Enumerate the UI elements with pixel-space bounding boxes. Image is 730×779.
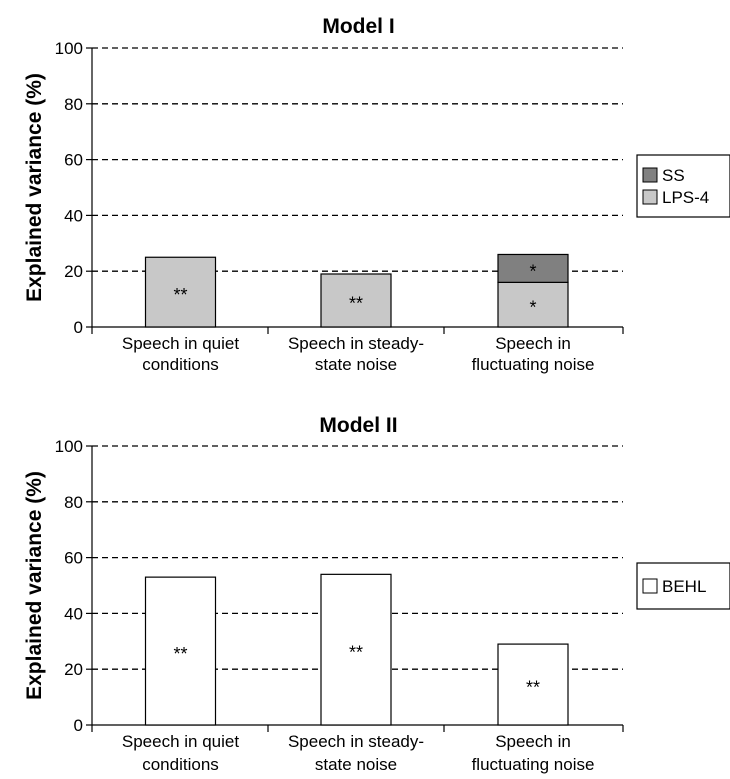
y-tick-label: 40 xyxy=(64,206,83,225)
significance-label: ** xyxy=(526,678,540,698)
legend: SS LPS-4 xyxy=(636,154,730,218)
y-tick-label: 100 xyxy=(55,39,83,58)
y-tick-label: 80 xyxy=(64,95,83,114)
significance-label: ** xyxy=(349,293,363,313)
bar-behl xyxy=(320,573,392,726)
x-tick-label: conditions xyxy=(142,355,219,374)
x-tick-label: state noise xyxy=(315,355,397,374)
y-tick-label: 0 xyxy=(74,716,83,735)
x-tick-label: Speech in xyxy=(495,334,571,353)
y-tick-label: 60 xyxy=(64,549,83,568)
bar-lps-4 xyxy=(144,256,217,328)
x-tick-label: Speech in steady- xyxy=(288,334,424,353)
legend-label: SS xyxy=(662,166,685,185)
chart-panel-1: Model I Explained variance (%) 0 20 40 60 80 10… xyxy=(23,15,730,374)
legend-label: LPS-4 xyxy=(662,188,709,207)
x-tick-label: Speech in steady- xyxy=(288,732,424,751)
bar-lps-4 xyxy=(497,281,569,328)
y-tick-label: 0 xyxy=(74,318,83,337)
bar-behl xyxy=(144,576,217,726)
x-tick-label: conditions xyxy=(142,755,219,774)
chart-title: Model I xyxy=(322,15,394,38)
y-tick-label: 80 xyxy=(64,493,83,512)
y-axis-label: Explained variance (%) xyxy=(23,73,46,302)
legend-swatch xyxy=(642,167,658,183)
x-tick-label: Speech in xyxy=(495,732,571,751)
y-tick-label: 20 xyxy=(64,660,83,679)
bar-lps-4 xyxy=(320,273,392,328)
legend-label: BEHL xyxy=(662,577,706,596)
significance-label: * xyxy=(529,298,536,318)
significance-label: ** xyxy=(173,644,187,664)
chart-panel-2: Model II Explained variance (%) 0 20 40 60 80 1… xyxy=(23,414,730,774)
x-tick-label: state noise xyxy=(315,755,397,774)
y-tick-label: 60 xyxy=(64,151,83,170)
y-tick-label: 40 xyxy=(64,604,83,623)
x-tick-label: Speech in quiet xyxy=(122,732,239,751)
legend-swatch xyxy=(642,578,658,594)
legend-swatch xyxy=(642,189,658,205)
legend: BEHL xyxy=(636,562,730,610)
x-tick-label: fluctuating noise xyxy=(472,355,595,374)
y-tick-label: 100 xyxy=(55,437,83,456)
x-tick-label: fluctuating noise xyxy=(472,755,595,774)
bar-ss xyxy=(497,253,569,283)
y-tick-label: 20 xyxy=(64,262,83,281)
y-axis-label: Explained variance (%) xyxy=(23,471,46,700)
legend-box xyxy=(636,154,730,218)
bar-behl xyxy=(497,643,569,726)
chart-title: Model II xyxy=(319,414,397,437)
significance-label: ** xyxy=(349,643,363,663)
x-tick-label: Speech in quiet xyxy=(122,334,239,353)
significance-label: ** xyxy=(173,285,187,305)
significance-label: * xyxy=(529,261,536,281)
